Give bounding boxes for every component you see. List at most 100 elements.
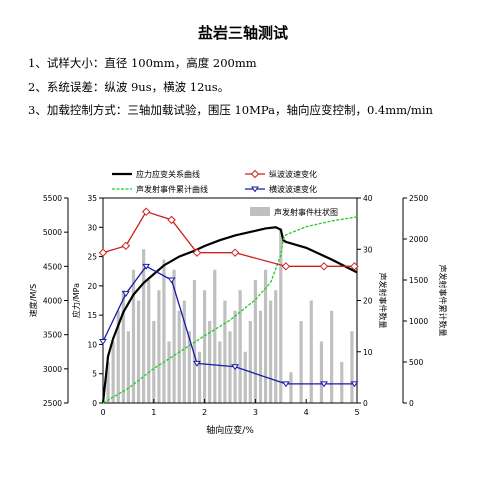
x-tick-label: 3: [253, 408, 258, 417]
ae_cumulative-tick-label: 2500: [409, 194, 428, 203]
ae-bar: [213, 269, 217, 403]
spec-line-loading: 3、加载控制方式：三轴加载试验，围压 10MPa，轴向应变控制，0.4mm/mi…: [28, 103, 433, 117]
ae_cumulative-tick-label: 500: [409, 358, 424, 367]
p-wave-line: [102, 210, 355, 267]
ae-bar: [279, 228, 283, 403]
ae-bar: [319, 341, 324, 403]
ae-bar: [111, 341, 115, 403]
stress-tick-label: 0: [92, 399, 97, 408]
x-axis-label: 轴向应变/%: [206, 424, 254, 436]
legend-label: 纵波波速变化: [269, 169, 317, 179]
p-wave-point: [192, 248, 202, 257]
ae_count-tick-label: 40: [363, 194, 373, 203]
p-wave-point: [141, 207, 151, 216]
p-wave-point: [167, 215, 176, 225]
stress-tick-label: 35: [87, 194, 97, 203]
ae-bar: [299, 321, 303, 403]
ae-bar: [263, 269, 268, 403]
ae-bar: [182, 300, 186, 403]
s-wave-point: [142, 263, 151, 270]
ae-bar: [223, 300, 227, 403]
ae_count-tick-label: 30: [363, 245, 373, 254]
x-tick-label: 4: [304, 408, 309, 417]
p-wave-point: [230, 248, 240, 257]
velocity-tick-label: 4000: [43, 297, 62, 306]
ae-bar: [106, 362, 110, 403]
legend-label: 应力应变关系曲线: [136, 169, 200, 179]
x-tick-label: 0: [100, 408, 105, 417]
ae-bar: [126, 331, 130, 403]
ae-bar: [208, 321, 212, 403]
s-wave-point: [350, 381, 359, 388]
ae_count-tick-label: 0: [363, 399, 368, 408]
stress-line: [101, 226, 358, 404]
ae-bar: [192, 280, 197, 403]
p-wave-point: [319, 262, 329, 271]
ae-bar: [203, 290, 207, 403]
ae-bar: [136, 300, 141, 403]
ae-bar: [309, 300, 313, 403]
stress-tick-label: 30: [87, 223, 97, 232]
p-wave-point: [98, 248, 108, 257]
ae-bar: [340, 362, 344, 403]
ae-bar: [121, 290, 125, 403]
ae-bar: [167, 341, 171, 403]
s-wave-point: [320, 381, 328, 388]
p-wave-point: [350, 262, 359, 271]
s-wave-point: [281, 381, 290, 388]
legend-label: 声发射事件累计曲线: [136, 184, 208, 194]
velocity-axis-label: 速度/M/S: [28, 284, 38, 317]
ae-bar: [243, 351, 247, 403]
stress-tick-label: 15: [87, 311, 97, 320]
ae-bar: [142, 249, 146, 403]
s-wave-point: [121, 291, 130, 298]
velocity-tick-label: 4500: [43, 262, 62, 271]
spec-line-error: 2、系统误差：纵波 9us，横波 12us。: [28, 80, 230, 94]
ae-bar: [131, 269, 136, 403]
ae-bar: [157, 290, 161, 403]
ae-bar: [218, 341, 222, 403]
ae-bar: [197, 351, 202, 403]
stress-tick-label: 10: [87, 340, 97, 349]
page-title: 盐岩三轴测试: [197, 24, 288, 42]
ae-bar: [253, 280, 257, 403]
x-tick-label: 1: [151, 408, 156, 417]
velocity-tick-label: 3500: [43, 331, 62, 340]
ae_count-tick-label: 20: [363, 297, 373, 306]
velocity-tick-label: 3000: [43, 365, 62, 374]
ae_cumulative-tick-label: 2000: [409, 235, 428, 244]
legend-marker: [250, 169, 260, 179]
stress-tick-label: 25: [87, 253, 97, 262]
ae-bar: [116, 310, 120, 403]
ae-bar: [228, 331, 232, 403]
s-wave-point: [193, 360, 201, 367]
velocity-tick-label: 5000: [43, 228, 62, 237]
p-wave-point: [121, 241, 131, 251]
ae-bar: [172, 269, 176, 403]
ae_count-axis-label: 声发射事件数量: [378, 273, 388, 329]
spec-line-size: 1、试样大小：直径 100mm，高度 200mm: [28, 56, 257, 70]
ae-bar: [152, 321, 156, 403]
velocity-tick-label: 5500: [43, 194, 62, 203]
legend-marker: [251, 186, 259, 193]
ae_cumulative-tick-label: 1500: [409, 276, 428, 285]
x-tick-label: 5: [354, 408, 359, 417]
velocity-tick-label: 2500: [43, 399, 62, 408]
ae-bar: [238, 290, 242, 403]
ae-bar: [233, 310, 237, 403]
s-wave-point: [167, 277, 176, 284]
ae_count-tick-label: 10: [363, 348, 373, 357]
stress-tick-label: 5: [92, 370, 97, 379]
ae_cumulative-tick-label: 0: [409, 399, 414, 408]
ae-bar: [177, 310, 181, 403]
ae_cumulative-tick-label: 1000: [409, 317, 428, 326]
stress-axis-label: 应力/MPa: [71, 283, 81, 318]
stress-tick-label: 20: [87, 282, 97, 291]
s-wave-point: [99, 339, 107, 345]
ae-bar: [162, 259, 166, 403]
ae-bar: [289, 372, 293, 403]
s-wave-line: [102, 265, 355, 385]
x-tick-label: 2: [202, 408, 207, 417]
ae-bar: [248, 321, 252, 403]
